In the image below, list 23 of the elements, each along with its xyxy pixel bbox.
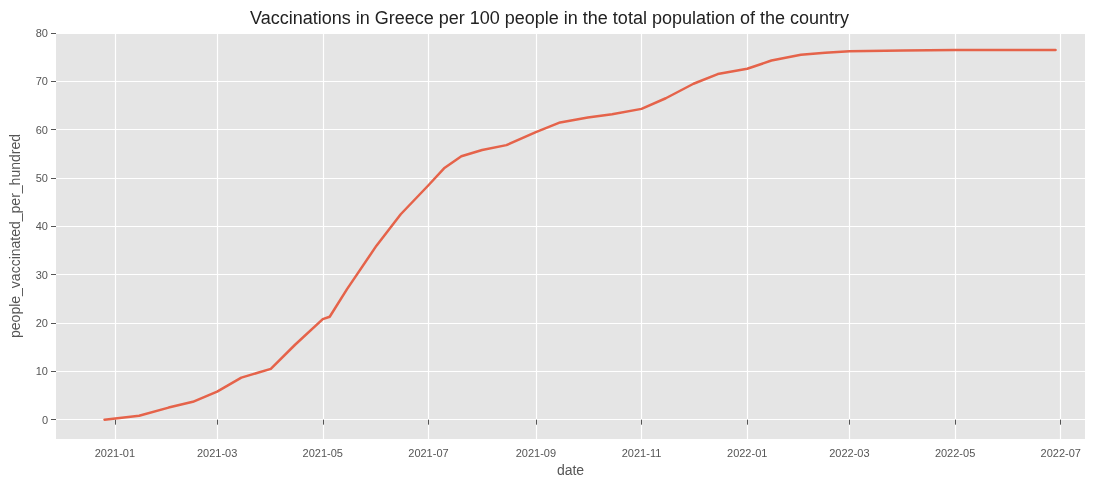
x-tick-label: 2021-05: [302, 446, 343, 459]
y-tick-label: 70: [35, 75, 48, 88]
x-tick-label: 2022-03: [829, 446, 870, 459]
x-tick-label: 2022-01: [727, 446, 768, 459]
x-tick-label: 2021-11: [621, 446, 662, 459]
y-tick-label: 80: [35, 27, 48, 39]
y-tick-label: 50: [35, 172, 48, 184]
y-tick-label: 20: [35, 317, 48, 329]
x-tick-label: 2021-01: [94, 446, 136, 459]
line-series: [103, 48, 1057, 421]
x-tick-label: 2021-09: [515, 446, 557, 459]
y-tick-label: 60: [35, 123, 48, 136]
y-tick-label: 0: [41, 413, 48, 426]
y-tick-label: 40: [35, 220, 48, 233]
x-tick-label: 2021-03: [196, 446, 238, 459]
x-tick-label: 2022-05: [934, 446, 976, 459]
y-tick-label: 10: [35, 365, 48, 378]
x-tick-label: 2022-07: [1040, 446, 1081, 459]
chart-title: Vaccinations in Greece per 100 people in the total population of the country: [249, 8, 850, 28]
y-tick-label: 30: [35, 268, 48, 281]
x-tick-label: 2021-07: [408, 446, 449, 459]
y-axis-title: people_vaccinated_per_hundred: [7, 134, 23, 338]
x-axis-title: date: [556, 462, 585, 478]
